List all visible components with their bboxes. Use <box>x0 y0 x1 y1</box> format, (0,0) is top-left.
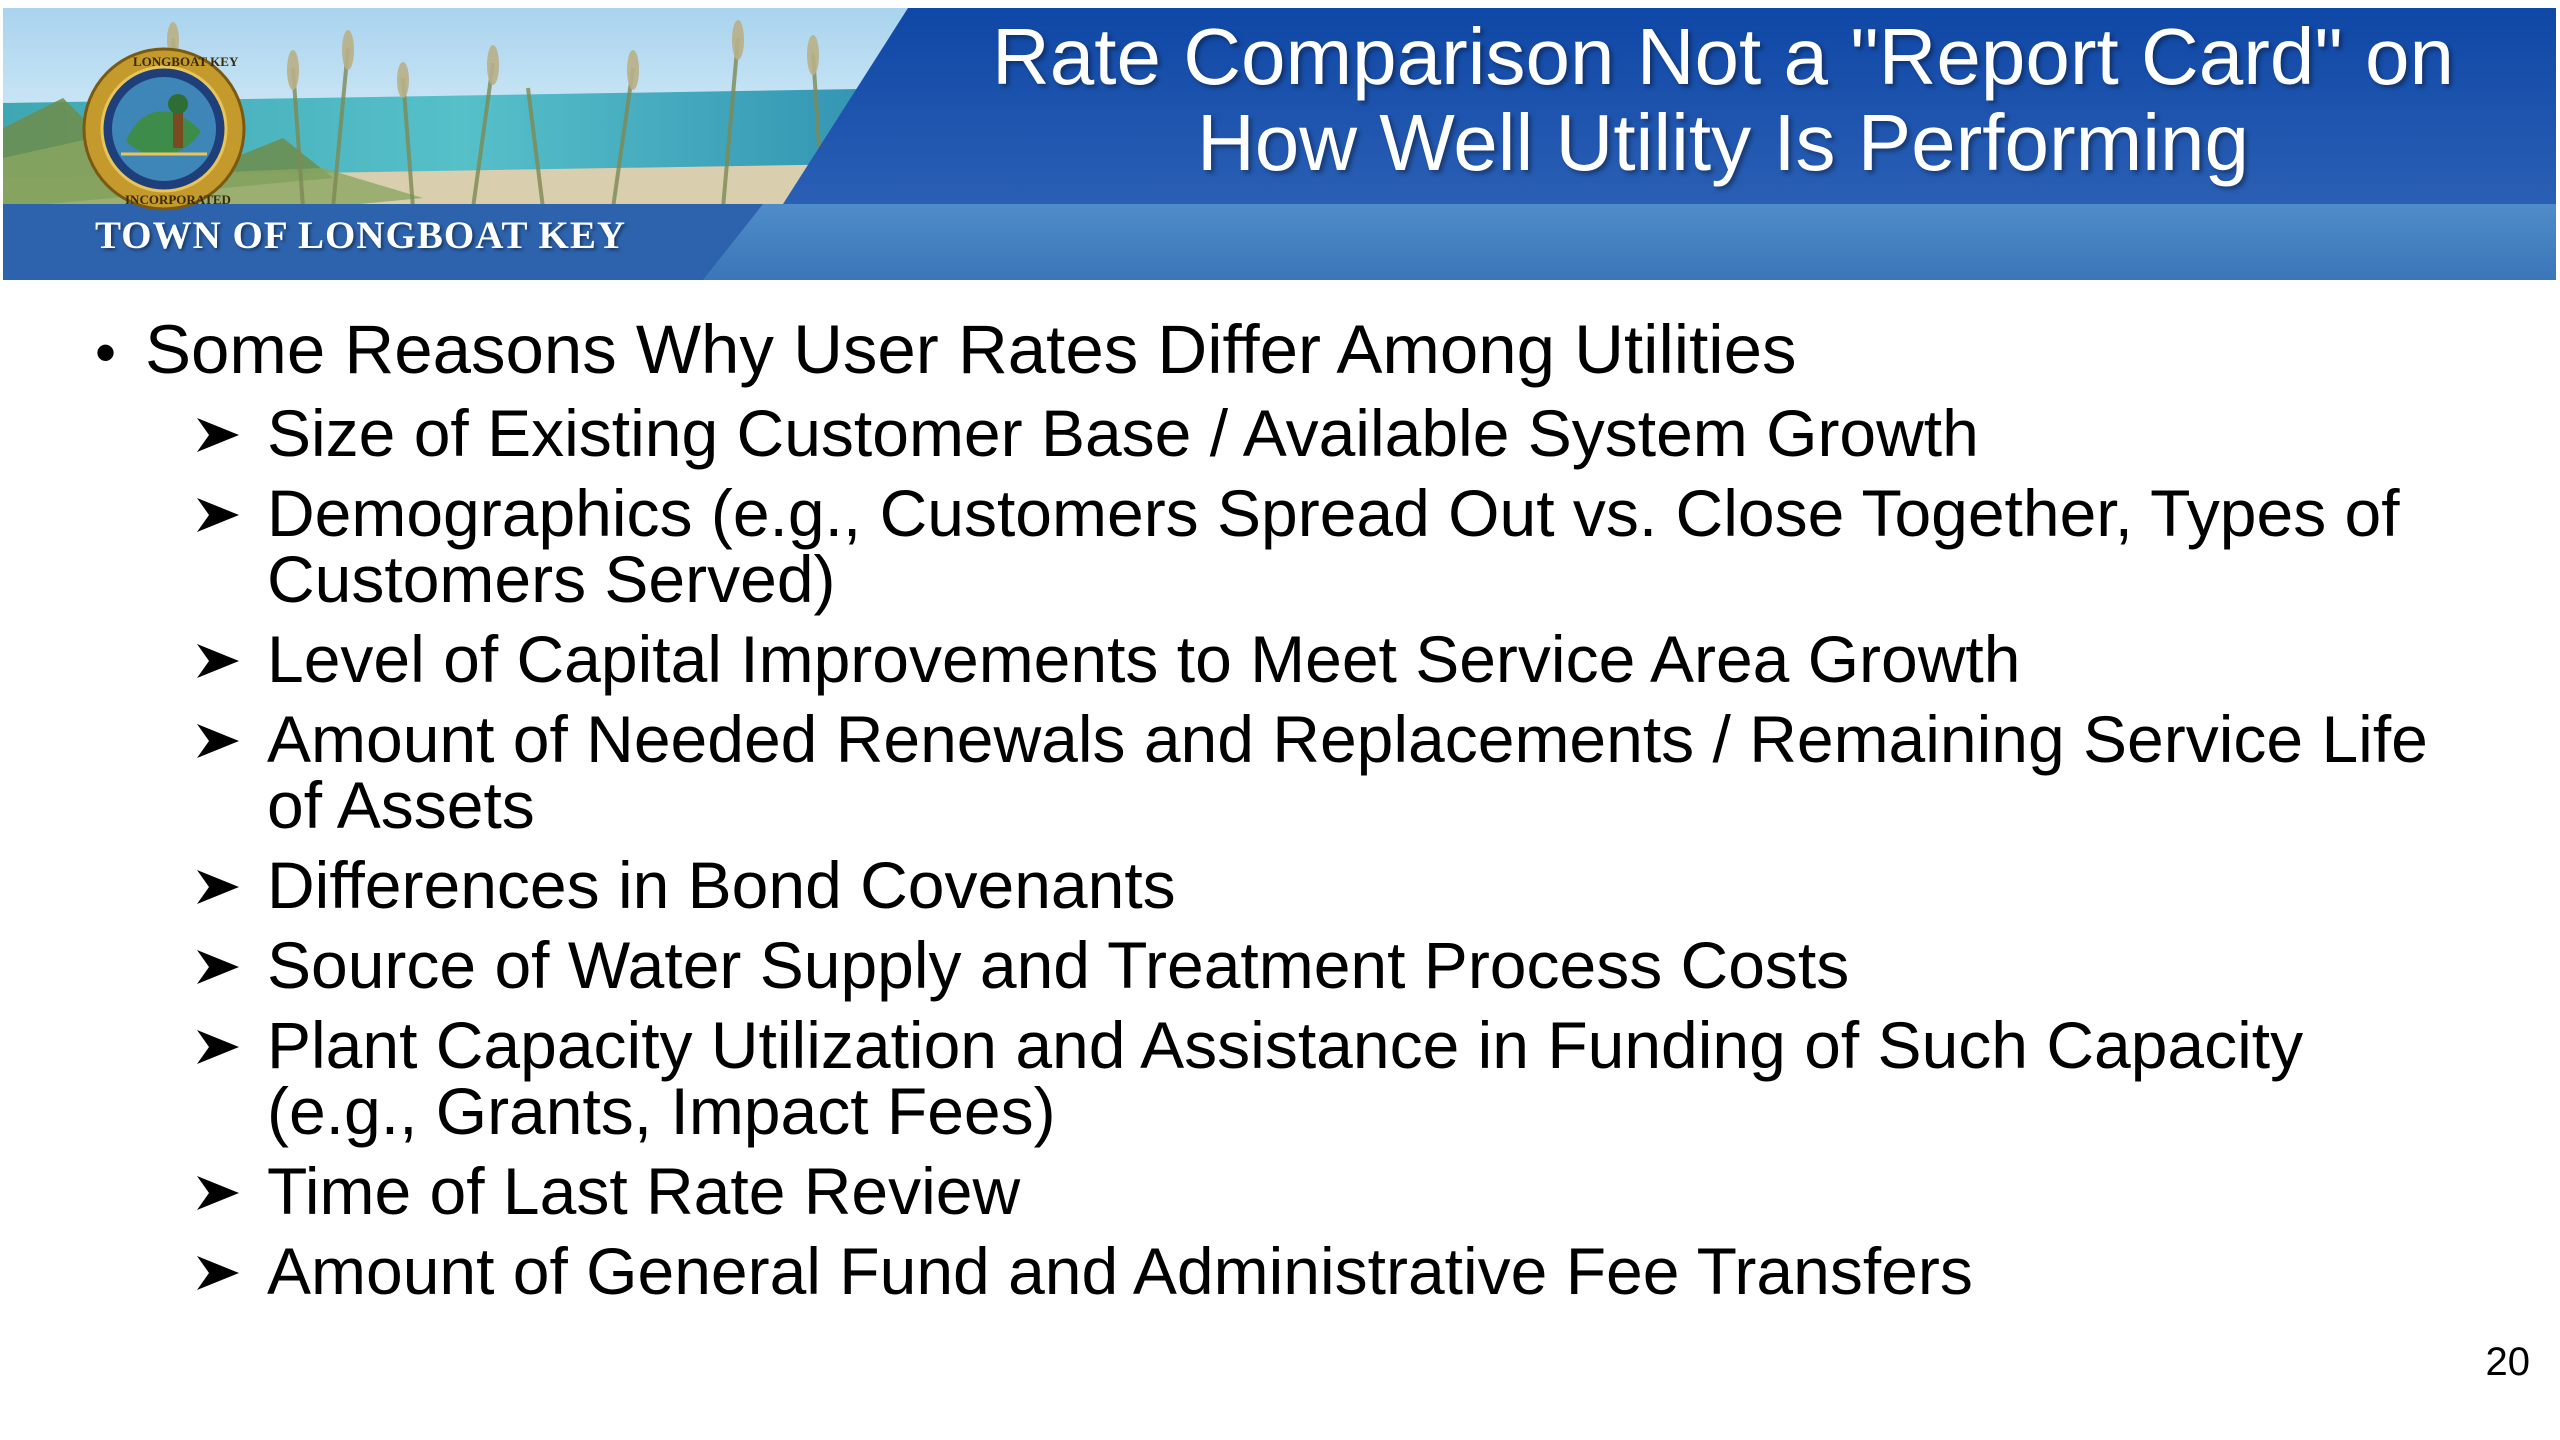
arrow-bullet-icon <box>197 498 239 532</box>
svg-text:LONGBOAT KEY: LONGBOAT KEY <box>133 54 239 69</box>
sub-bullet-item: Size of Existing Customer Base / Availab… <box>195 400 2535 466</box>
slide-title: Rate Comparison Not a "Report Card" on H… <box>903 14 2543 186</box>
slide-title-line-1: Rate Comparison Not a "Report Card" on <box>992 12 2454 101</box>
main-bullet: • Some Reasons Why User Rates Differ Amon… <box>95 310 1797 393</box>
sub-bullet-text-continued: Customers Served) <box>267 542 836 616</box>
sub-bullet-item: Level of Capital Improvements to Meet Se… <box>195 626 2535 692</box>
arrow-bullet-icon <box>197 950 239 984</box>
svg-text:INCORPORATED: INCORPORATED <box>125 192 231 207</box>
slide-title-line-2: How Well Utility Is Performing <box>1196 98 2250 187</box>
sub-bullet-item: Demographics (e.g., Customers Spread Out… <box>195 480 2535 612</box>
sub-bullet-text: Time of Last Rate Review <box>267 1154 1021 1228</box>
sub-bullet-text: Size of Existing Customer Base / Availab… <box>267 396 1979 470</box>
sub-bullet-text: Source of Water Supply and Treatment Pro… <box>267 928 1850 1002</box>
main-bullet-text: Some Reasons Why User Rates Differ Among… <box>145 311 1797 388</box>
sub-bullet-text-continued: of Assets <box>267 768 535 842</box>
town-name: TOWN OF LONGBOAT KEY <box>95 214 627 257</box>
header-banner: LONGBOAT KEY INCORPORATED TOWN OF LONGBO… <box>3 8 2556 280</box>
bullet-dot-icon: • <box>95 319 117 386</box>
town-seal-icon: LONGBOAT KEY INCORPORATED <box>82 47 246 211</box>
sub-bullet-text: Plant Capacity Utilization and Assistanc… <box>267 1008 2304 1082</box>
sub-bullet-item: Plant Capacity Utilization and Assistanc… <box>195 1012 2535 1144</box>
sub-bullet-text: Amount of Needed Renewals and Replacemen… <box>267 702 2428 776</box>
arrow-bullet-icon <box>197 1256 239 1290</box>
sub-bullet-text-continued: (e.g., Grants, Impact Fees) <box>267 1074 1056 1148</box>
sub-bullet-text: Differences in Bond Covenants <box>267 848 1176 922</box>
sub-bullet-item: Time of Last Rate Review <box>195 1158 2535 1224</box>
arrow-bullet-icon <box>197 724 239 758</box>
sub-bullet-item: Differences in Bond Covenants <box>195 852 2535 918</box>
arrow-bullet-icon <box>197 1030 239 1064</box>
arrow-bullet-icon <box>197 1176 239 1210</box>
banner-background <box>3 8 2556 280</box>
sub-bullet-text: Level of Capital Improvements to Meet Se… <box>267 622 2021 696</box>
sub-bullet-item: Amount of Needed Renewals and Replacemen… <box>195 706 2535 838</box>
arrow-bullet-icon <box>197 870 239 904</box>
sub-bullet-item: Amount of General Fund and Administrativ… <box>195 1238 2535 1304</box>
arrow-bullet-icon <box>197 418 239 452</box>
sub-bullet-item: Source of Water Supply and Treatment Pro… <box>195 932 2535 998</box>
page-number: 20 <box>2485 1340 2531 1384</box>
arrow-bullet-icon <box>197 644 239 678</box>
sub-bullet-list: Size of Existing Customer Base / Availab… <box>195 400 2535 1318</box>
sub-bullet-text: Amount of General Fund and Administrativ… <box>267 1234 1973 1308</box>
sub-bullet-text: Demographics (e.g., Customers Spread Out… <box>267 476 2400 550</box>
